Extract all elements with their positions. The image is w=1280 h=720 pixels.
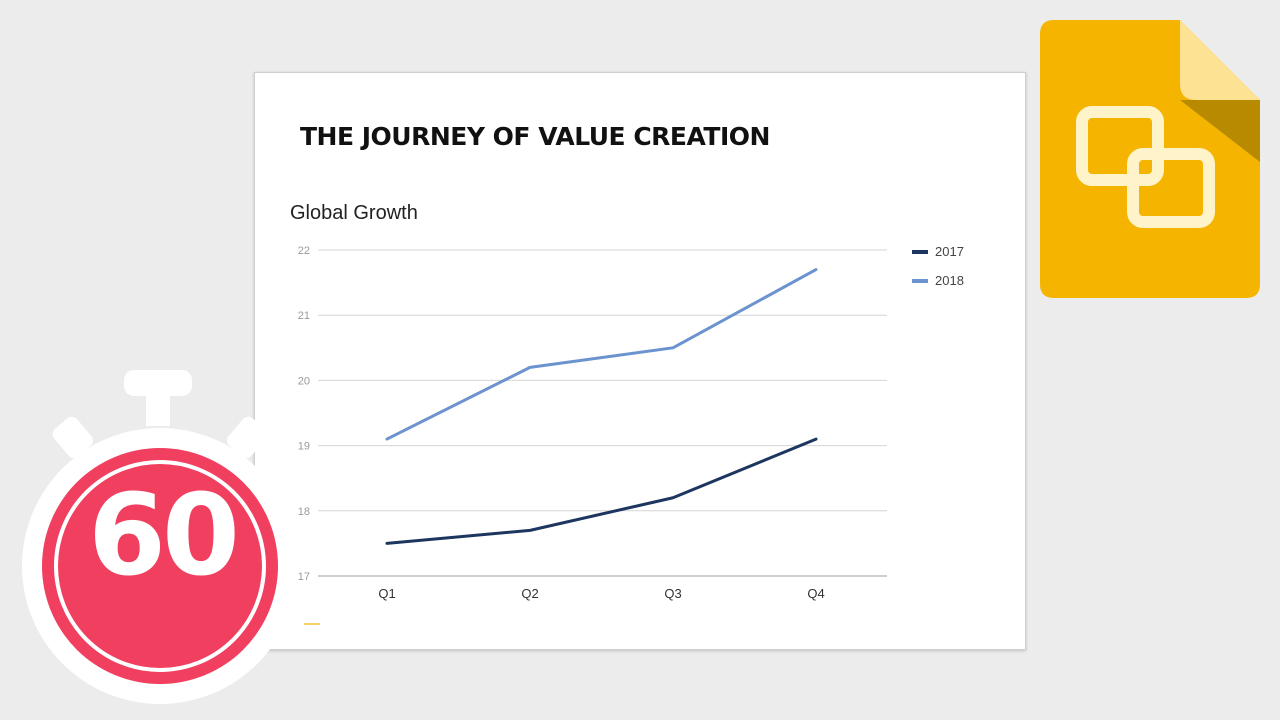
x-tick-label: Q2 — [521, 586, 538, 601]
y-tick-label: 18 — [298, 506, 310, 518]
y-tick-label: 19 — [298, 441, 310, 453]
x-tick-label: Q1 — [378, 586, 395, 601]
timer-value: 60 — [88, 471, 240, 601]
x-tick-label: Q4 — [807, 586, 824, 601]
chart-title: Global Growth — [290, 202, 418, 224]
series-line-2018 — [385, 268, 818, 441]
slide-marker — [304, 623, 320, 625]
y-tick-label: 22 — [298, 245, 310, 257]
x-tick-label: Q3 — [664, 586, 681, 601]
y-tick-label: 20 — [298, 375, 310, 387]
legend-label-2018: 2018 — [935, 273, 964, 288]
y-tick-label: 17 — [298, 571, 310, 583]
google-slides-icon — [1040, 20, 1260, 298]
slide-title: THE JOURNEY OF VALUE CREATION — [300, 122, 770, 151]
y-tick-label: 21 — [298, 310, 310, 322]
stopwatch-icon — [22, 370, 296, 704]
series-line-2017 — [385, 437, 818, 545]
legend-label-2017: 2017 — [935, 244, 964, 259]
slide-canvas — [254, 72, 1026, 650]
